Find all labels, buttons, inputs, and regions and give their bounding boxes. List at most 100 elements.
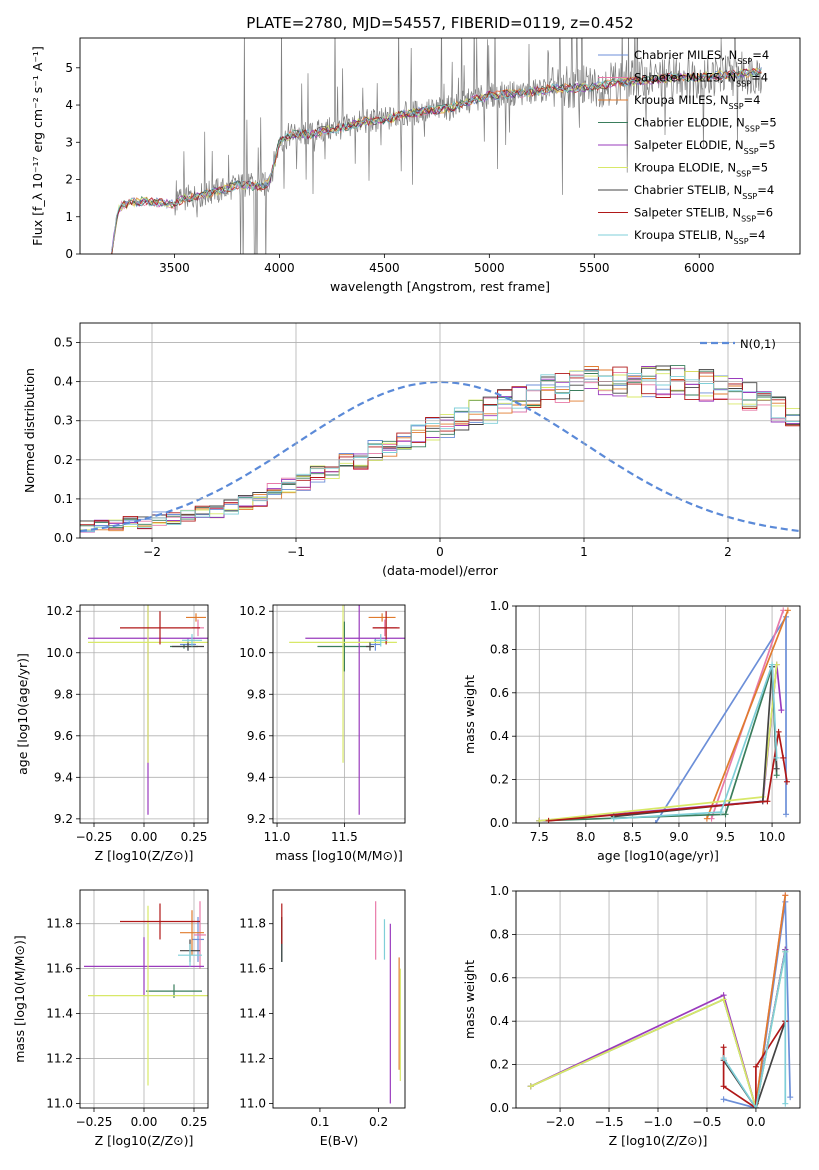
mass-weight-line — [539, 666, 778, 822]
x-tick-label: 0.2 — [369, 1115, 388, 1129]
x-axis-label: age [log10(age/yr)] — [597, 848, 719, 863]
residuals-panel: −2 −1 0 1 2 0.0 0.1 0.2 0.3 0.4 0.5 (data-model)/er… — [22, 322, 801, 578]
y-axis-label: mass weight — [462, 960, 477, 1039]
y-tick-label: 9.4 — [247, 770, 266, 784]
y-axis-label: mass weight — [462, 675, 477, 754]
y-tick-label: 3 — [65, 135, 73, 149]
histogram-step — [80, 365, 800, 529]
x-axis-label: wavelength [Angstrom, rest frame] — [330, 279, 550, 294]
mass-vs-Z-data — [84, 901, 208, 1086]
y-tick-label: 0.0 — [54, 531, 73, 545]
y-tick-label: 0.6 — [490, 686, 509, 700]
y-tick-label: 9.6 — [54, 729, 73, 743]
y-tick-label: 11.0 — [239, 1097, 266, 1111]
mass-weight-line — [706, 609, 789, 820]
x-tick-label: 0.25 — [181, 1115, 208, 1129]
y-tick-label: 0.8 — [490, 927, 509, 941]
y-tick-label: 0.2 — [490, 773, 509, 787]
y-tick-label: 1 — [65, 210, 73, 224]
y-tick-label: 11.6 — [239, 962, 266, 976]
y-tick-label: 0.2 — [490, 1058, 509, 1072]
mass-vs-Z-panel: −0.25 0.00 0.25 11.0 11.2 11.4 11.6 11.8 Z [log1… — [12, 889, 209, 1148]
axes-frame — [515, 890, 801, 1109]
y-tick-label: 0.0 — [490, 816, 509, 830]
x-tick-label: 0.00 — [131, 830, 158, 844]
model-spectrum-line — [111, 67, 762, 254]
y-tick-label: 9.6 — [247, 729, 266, 743]
y-tick-label: 10.2 — [46, 604, 73, 618]
y-axis-label: mass [log10(M/M⊙)] — [12, 935, 27, 1063]
x-tick-label: −2 — [143, 545, 161, 559]
histogram-step — [80, 367, 800, 531]
x-axis-label: Z [log10(Z/Z⊙)] — [95, 1133, 194, 1148]
y-tick-label: 0.4 — [54, 375, 73, 389]
x-axis-label: (data-model)/error — [382, 563, 499, 578]
y-tick-label: 9.2 — [54, 812, 73, 826]
y-tick-label: 11.0 — [46, 1097, 73, 1111]
y-tick-label: 0.4 — [490, 729, 509, 743]
mass-weight-line — [722, 951, 787, 1108]
y-tick-label: 9.8 — [54, 687, 73, 701]
x-tick-label: 8.0 — [576, 830, 595, 844]
histogram-step — [80, 366, 800, 530]
x-tick-label: −0.25 — [76, 830, 113, 844]
histogram-step — [80, 366, 800, 533]
axes-frame — [79, 37, 801, 255]
axes-frame — [515, 605, 801, 824]
x-tick-label: 11.0 — [264, 830, 291, 844]
y-axis-label: Normed distribution — [22, 368, 37, 493]
x-axis-label: mass [log10(M/M⊙)] — [275, 848, 403, 863]
age-vs-Z-data — [88, 605, 208, 815]
y-tick-label: 0.3 — [54, 414, 73, 428]
y-axis-label: age [log10(age/yr)] — [15, 653, 30, 775]
x-tick-label: 0.25 — [181, 830, 208, 844]
model-spectrum-line — [111, 68, 762, 254]
y-tick-label: 2 — [65, 173, 73, 187]
x-axis-label: E(B-V) — [320, 1133, 359, 1148]
y-axis-label: Flux [f_λ 10⁻¹⁷ erg cm⁻² s⁻¹ A⁻¹] — [30, 46, 45, 246]
y-tick-label: 0.2 — [54, 453, 73, 467]
x-tick-label: 3500 — [159, 261, 190, 275]
x-tick-label: −0.5 — [692, 1115, 721, 1129]
age-vs-mass-data — [289, 605, 405, 815]
legend-label: Chabrier STELIB, NSSP=4 — [634, 183, 774, 201]
mass-weight-line — [613, 666, 778, 818]
x-tick-label: 11.5 — [331, 830, 358, 844]
age-vs-Z-panel: −0.25 0.00 0.25 9.2 9.4 9.6 9.8 10.0 10.2 Z [log1… — [15, 604, 209, 863]
x-tick-label: 1 — [580, 545, 588, 559]
x-tick-label: 0.0 — [746, 1115, 765, 1129]
mass-weight-vs-age-data — [536, 607, 791, 823]
legend-label: Kroupa ELODIE, NSSP=5 — [634, 161, 768, 179]
y-tick-label: 0.5 — [54, 336, 73, 350]
axes-frame — [79, 604, 209, 824]
x-tick-label: 6000 — [684, 261, 715, 275]
histogram-step — [80, 366, 800, 532]
mass-vs-EBV-data — [281, 901, 401, 1104]
axes-frame — [272, 604, 406, 824]
x-tick-label: 5000 — [474, 261, 505, 275]
spectrum-panel: 3500 4000 4500 5000 5500 6000 0 1 2 3 4 5 wavelength… — [30, 37, 801, 294]
legend-label: Salpeter MILES, NSSP=4 — [634, 71, 768, 89]
mass-weight-line — [613, 664, 778, 820]
y-tick-label: 0.8 — [490, 642, 509, 656]
y-tick-label: 5 — [65, 61, 73, 75]
y-tick-label: 10.0 — [46, 646, 73, 660]
legend-label: Kroupa STELIB, NSSP=4 — [634, 228, 765, 246]
x-tick-label: 0.1 — [310, 1115, 329, 1129]
x-tick-label: −2.0 — [545, 1115, 574, 1129]
y-tick-label: 0.0 — [490, 1101, 509, 1115]
legend-label: Kroupa MILES, NSSP=4 — [634, 93, 760, 111]
y-tick-label: 9.8 — [247, 687, 266, 701]
residuals-data — [80, 365, 800, 533]
y-tick-label: 11.4 — [239, 1007, 266, 1021]
x-tick-label: −1 — [287, 545, 305, 559]
y-tick-label: 0.6 — [490, 971, 509, 985]
x-tick-label: 9.0 — [669, 830, 688, 844]
legend-label: Salpeter ELODIE, NSSP=5 — [634, 138, 776, 156]
mass-weight-vs-Z-panel: −2.0 −1.5 −1.0 −0.5 0.0 0.0 0.2 0.4 0.6 0.8 1.0 Z [… — [462, 884, 801, 1148]
x-tick-label: 0 — [436, 545, 444, 559]
mass-weight-line — [755, 895, 787, 1104]
spectrum-data — [111, 38, 763, 254]
x-tick-label: 8.5 — [623, 830, 642, 844]
